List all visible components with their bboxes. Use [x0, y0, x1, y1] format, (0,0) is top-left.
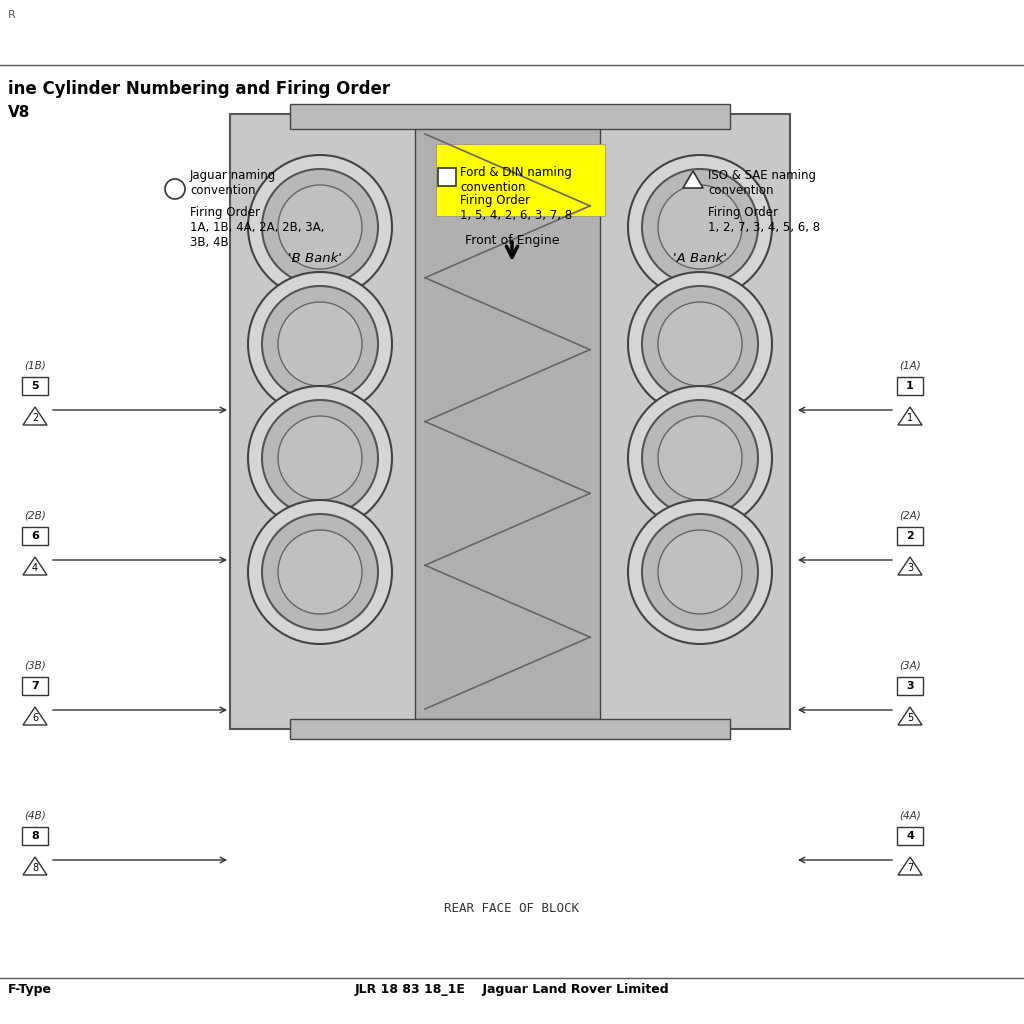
Circle shape	[628, 272, 772, 416]
FancyBboxPatch shape	[230, 114, 790, 729]
Polygon shape	[23, 407, 47, 425]
Circle shape	[278, 185, 362, 269]
Text: Firing Order
1, 2, 7, 3, 4, 5, 6, 8: Firing Order 1, 2, 7, 3, 4, 5, 6, 8	[708, 206, 820, 234]
Text: (3B): (3B)	[25, 660, 46, 670]
Bar	[22, 527, 48, 545]
Circle shape	[658, 302, 742, 386]
Text: REAR FACE OF BLOCK: REAR FACE OF BLOCK	[444, 902, 580, 915]
Text: 4: 4	[32, 563, 38, 573]
FancyBboxPatch shape	[436, 144, 605, 216]
Polygon shape	[683, 171, 703, 188]
Circle shape	[628, 500, 772, 644]
Text: Firing Order
1A, 1B, 4A, 2A, 2B, 3A,
3B, 4B: Firing Order 1A, 1B, 4A, 2A, 2B, 3A, 3B,…	[190, 206, 325, 249]
Circle shape	[628, 155, 772, 299]
Circle shape	[262, 169, 378, 285]
Text: (2B): (2B)	[25, 510, 46, 520]
Text: 8: 8	[31, 831, 39, 841]
Text: JLR 18 83 18_1E    Jaguar Land Rover Limited: JLR 18 83 18_1E Jaguar Land Rover Limite…	[354, 982, 670, 995]
Text: Firing Order
1, 5, 4, 2, 6, 3, 7, 8: Firing Order 1, 5, 4, 2, 6, 3, 7, 8	[460, 194, 572, 222]
Polygon shape	[898, 407, 922, 425]
Text: Jaguar naming
convention: Jaguar naming convention	[190, 169, 276, 197]
Circle shape	[262, 286, 378, 402]
Circle shape	[248, 386, 392, 530]
Text: (1A): (1A)	[899, 360, 921, 370]
Text: Front of Engine: Front of Engine	[465, 234, 559, 247]
Circle shape	[658, 416, 742, 500]
Circle shape	[248, 500, 392, 644]
Text: 3: 3	[906, 681, 913, 691]
Polygon shape	[23, 857, 47, 874]
Polygon shape	[898, 857, 922, 874]
Text: 5: 5	[907, 713, 913, 723]
Circle shape	[642, 286, 758, 402]
Bar	[22, 677, 48, 695]
Text: (2A): (2A)	[899, 510, 921, 520]
Text: 2: 2	[32, 413, 38, 423]
Circle shape	[658, 530, 742, 614]
Circle shape	[278, 416, 362, 500]
Text: 6: 6	[31, 531, 39, 541]
Text: (4B): (4B)	[25, 810, 46, 820]
Text: (3A): (3A)	[899, 660, 921, 670]
Circle shape	[642, 400, 758, 516]
Text: 5: 5	[31, 381, 39, 391]
Polygon shape	[898, 557, 922, 575]
Circle shape	[628, 386, 772, 530]
Polygon shape	[23, 707, 47, 725]
FancyBboxPatch shape	[415, 124, 600, 719]
Text: (1B): (1B)	[25, 360, 46, 370]
Bar	[438, 168, 456, 186]
Circle shape	[642, 169, 758, 285]
Text: 'A Bank': 'A Bank'	[673, 253, 727, 265]
Polygon shape	[898, 707, 922, 725]
Text: 6: 6	[32, 713, 38, 723]
Text: 3: 3	[907, 563, 913, 573]
Bar	[897, 677, 923, 695]
Bar	[897, 827, 923, 845]
Text: F-Type: F-Type	[8, 982, 52, 995]
Text: 8: 8	[32, 863, 38, 873]
Text: 7: 7	[31, 681, 39, 691]
FancyBboxPatch shape	[290, 104, 730, 129]
Polygon shape	[23, 557, 47, 575]
Circle shape	[278, 302, 362, 386]
Circle shape	[278, 530, 362, 614]
Text: 4: 4	[906, 831, 914, 841]
Bar	[22, 377, 48, 395]
Text: ine Cylinder Numbering and Firing Order: ine Cylinder Numbering and Firing Order	[8, 80, 390, 98]
Text: 'B Bank': 'B Bank'	[288, 253, 342, 265]
Bar	[22, 827, 48, 845]
Text: (4A): (4A)	[899, 810, 921, 820]
Text: Ford & DIN naming
convention: Ford & DIN naming convention	[460, 166, 571, 194]
Circle shape	[658, 185, 742, 269]
Text: R: R	[8, 10, 15, 20]
Circle shape	[262, 400, 378, 516]
Text: 1: 1	[906, 381, 913, 391]
Text: 1: 1	[907, 413, 913, 423]
Bar	[897, 377, 923, 395]
FancyBboxPatch shape	[290, 719, 730, 739]
Text: V8: V8	[8, 105, 31, 120]
Circle shape	[248, 155, 392, 299]
Circle shape	[642, 514, 758, 630]
Text: 7: 7	[907, 863, 913, 873]
Circle shape	[165, 179, 185, 199]
Bar	[897, 527, 923, 545]
Circle shape	[262, 514, 378, 630]
Circle shape	[248, 272, 392, 416]
Text: 2: 2	[906, 531, 913, 541]
Text: ISO & SAE naming
convention: ISO & SAE naming convention	[708, 169, 816, 197]
